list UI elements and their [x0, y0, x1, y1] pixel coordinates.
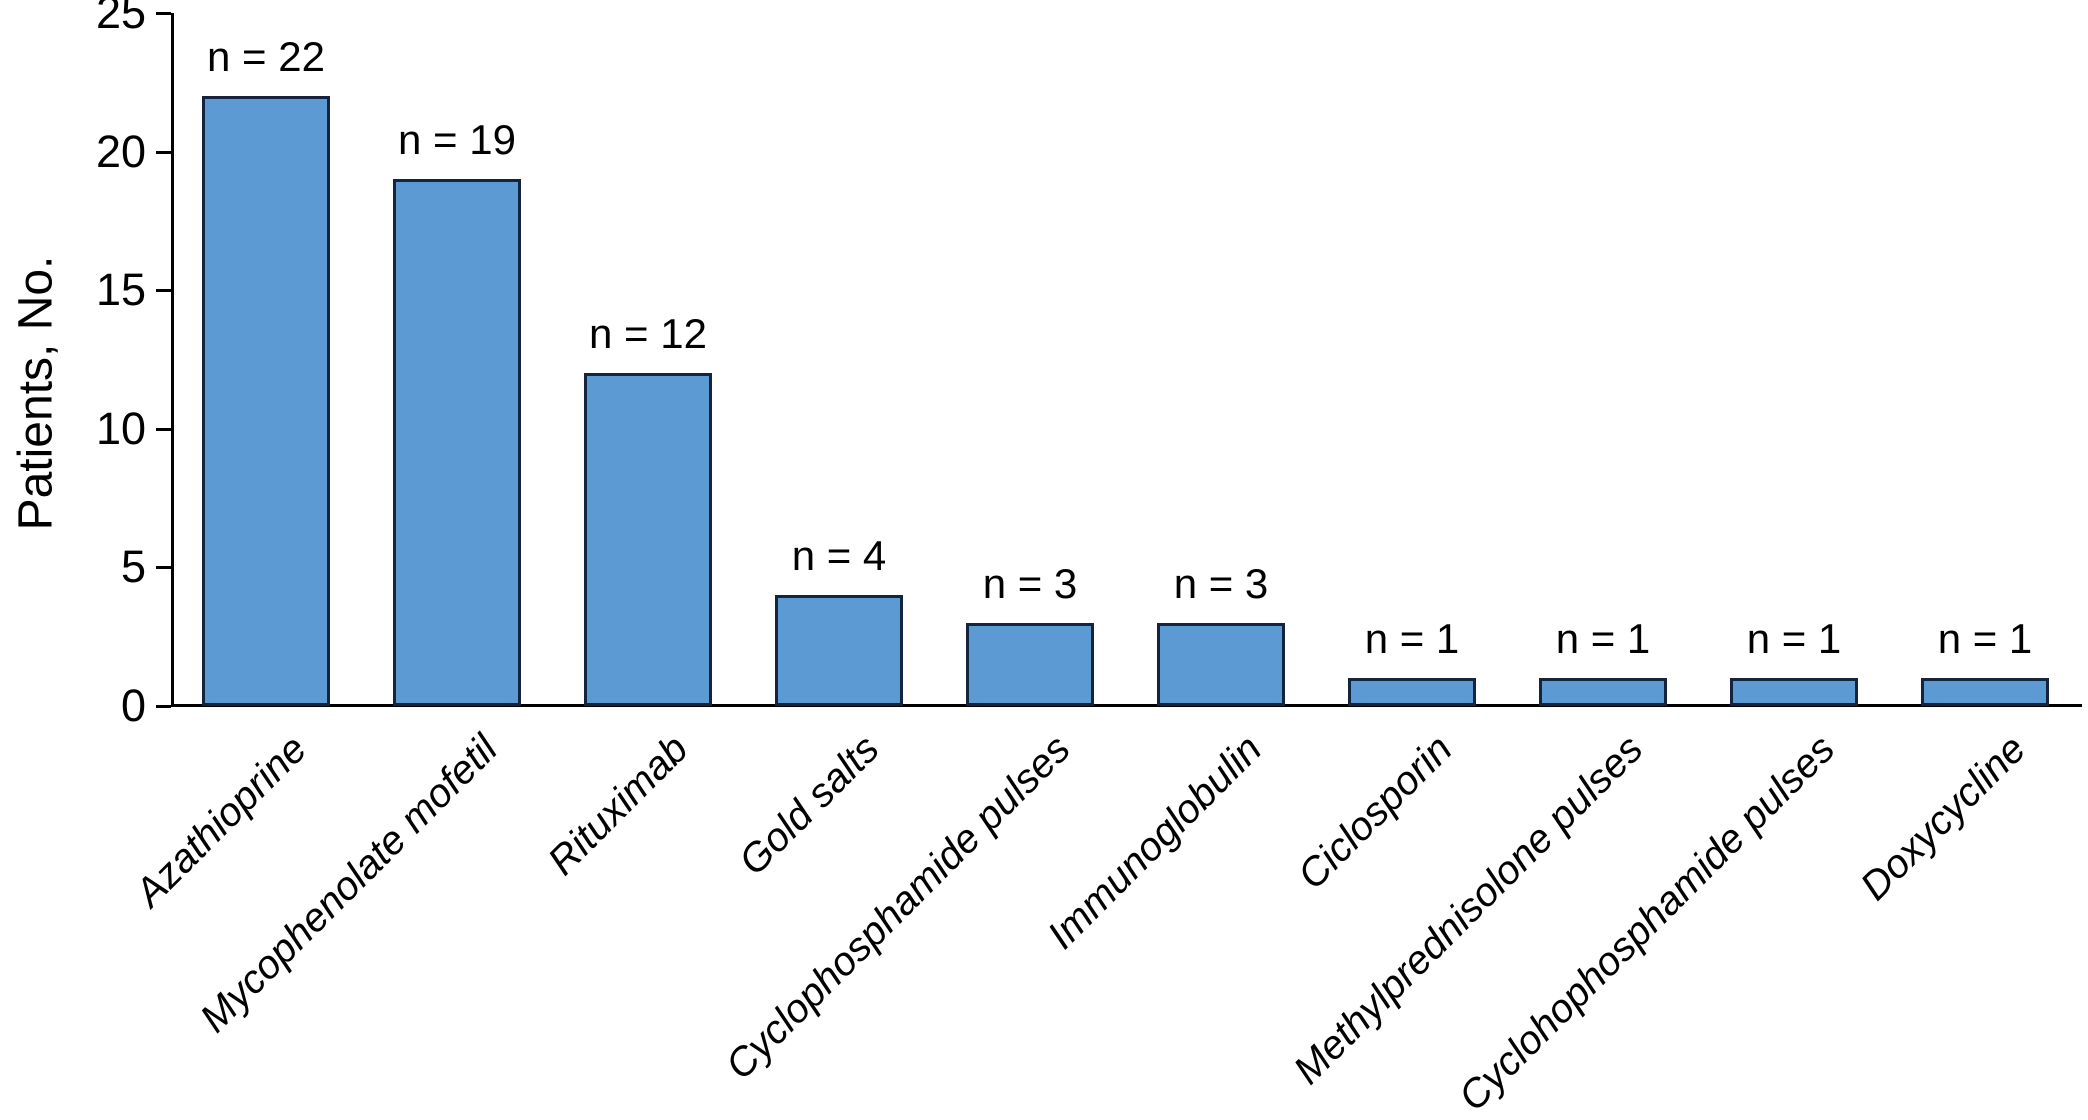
x-category-label: Rituximab — [539, 726, 697, 884]
y-tick-mark — [156, 289, 171, 292]
y-tick-mark — [156, 428, 171, 431]
bar — [966, 623, 1094, 706]
y-tick-label: 0 — [120, 680, 146, 731]
x-category-label: Doxycycline — [1851, 726, 2034, 909]
bar-value-label: n = 4 — [791, 532, 887, 579]
bar-value-label: n = 1 — [1746, 615, 1842, 662]
bar — [1730, 678, 1858, 706]
x-category-label: Methylprednisolone pulses — [1285, 726, 1652, 1093]
y-tick-mark — [156, 566, 171, 569]
bar-value-label: n = 3 — [1173, 560, 1269, 607]
bar — [584, 373, 712, 706]
y-tick-mark — [156, 705, 171, 708]
bar — [393, 179, 521, 706]
bar-value-label: n = 1 — [1555, 615, 1651, 662]
bar-value-label: n = 12 — [589, 310, 707, 357]
bar-value-label: n = 1 — [1937, 615, 2033, 662]
bar — [1157, 623, 1285, 706]
x-axis-line — [171, 704, 2082, 707]
y-tick-label: 5 — [120, 541, 146, 592]
x-category-label: Gold salts — [730, 726, 888, 884]
bar — [1348, 678, 1476, 706]
x-category-label: Cyclohophosphamide pulses — [1450, 726, 1843, 1120]
y-tick-label: 20 — [95, 126, 146, 177]
bar-value-label: n = 3 — [982, 560, 1078, 607]
bar-value-label: n = 19 — [398, 116, 516, 163]
bar — [202, 96, 330, 706]
y-tick-label: 25 — [95, 0, 146, 38]
x-category-label: Ciclosporin — [1289, 726, 1461, 898]
x-category-label: Azathioprine — [126, 726, 315, 916]
y-tick-label: 10 — [95, 403, 146, 454]
bar-value-label: n = 1 — [1364, 615, 1460, 662]
bar-value-label: n = 22 — [207, 33, 325, 80]
bar — [1921, 678, 2049, 706]
y-tick-mark — [156, 151, 171, 154]
bar — [775, 595, 903, 706]
x-category-label: Cyclophosphamide pulses — [717, 726, 1079, 1088]
y-tick-label: 15 — [95, 264, 146, 315]
bar — [1539, 678, 1667, 706]
y-axis-spine — [171, 13, 174, 707]
y-tick-mark — [156, 12, 171, 15]
